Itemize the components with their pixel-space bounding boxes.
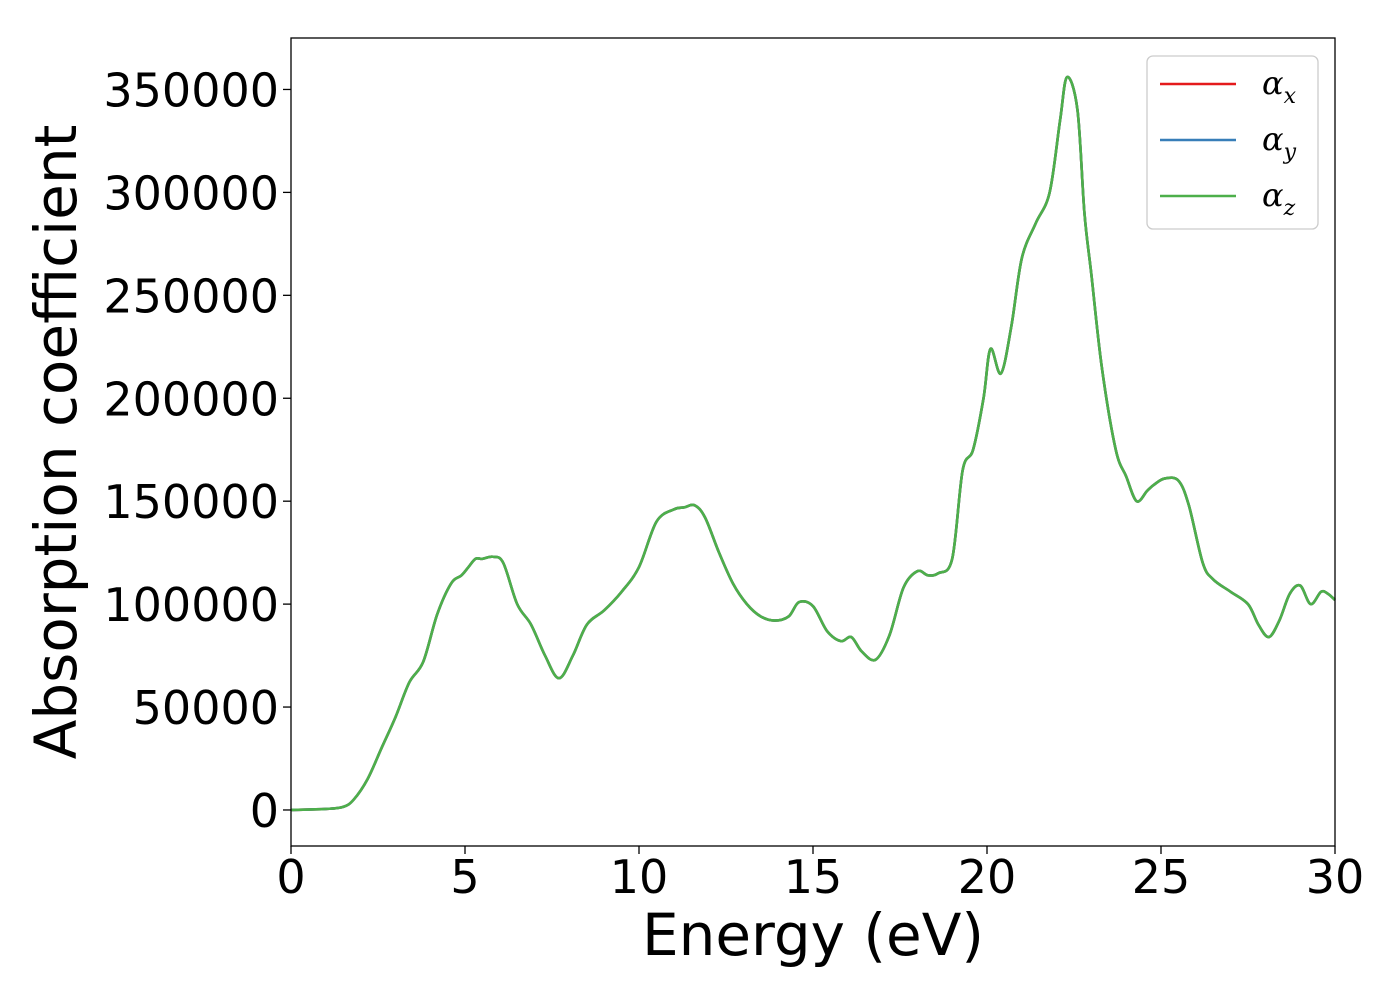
x-tick-label: 15 xyxy=(784,850,843,904)
x-tick-label: 0 xyxy=(276,850,305,904)
legend-label-alpha-y: αy xyxy=(1262,120,1297,165)
x-tick-label: 25 xyxy=(1132,850,1191,904)
legend-label-alpha-z: αz xyxy=(1262,176,1296,221)
y-tick-label: 50000 xyxy=(133,681,279,735)
x-axis-title: Energy (eV) xyxy=(642,901,984,969)
legend: αx αy αz xyxy=(1146,55,1319,230)
y-tick-label: 200000 xyxy=(103,372,279,426)
x-tick-label: 5 xyxy=(450,850,479,904)
x-tick-label: 10 xyxy=(610,850,669,904)
y-tick-label: 100000 xyxy=(103,578,279,632)
series-lines xyxy=(290,75,1336,812)
legend-box xyxy=(1146,55,1319,230)
series-line-alpha-z xyxy=(290,75,1336,812)
x-axis: 0 5 10 15 20 25 30 xyxy=(276,846,1364,904)
y-tick-label: 250000 xyxy=(103,269,279,323)
y-axis: 0 50000 100000 150000 200000 250000 300000 3500… xyxy=(103,63,291,838)
x-tick-label: 20 xyxy=(958,850,1017,904)
y-tick-label: 0 xyxy=(250,784,279,838)
y-tick-label: 350000 xyxy=(103,63,279,117)
legend-label-alpha-x: αx xyxy=(1262,64,1297,109)
y-tick-label: 300000 xyxy=(103,166,279,220)
x-tick-label: 30 xyxy=(1306,850,1365,904)
y-axis-title: Absorption coefficient xyxy=(22,125,90,760)
y-tick-label: 150000 xyxy=(103,475,279,529)
